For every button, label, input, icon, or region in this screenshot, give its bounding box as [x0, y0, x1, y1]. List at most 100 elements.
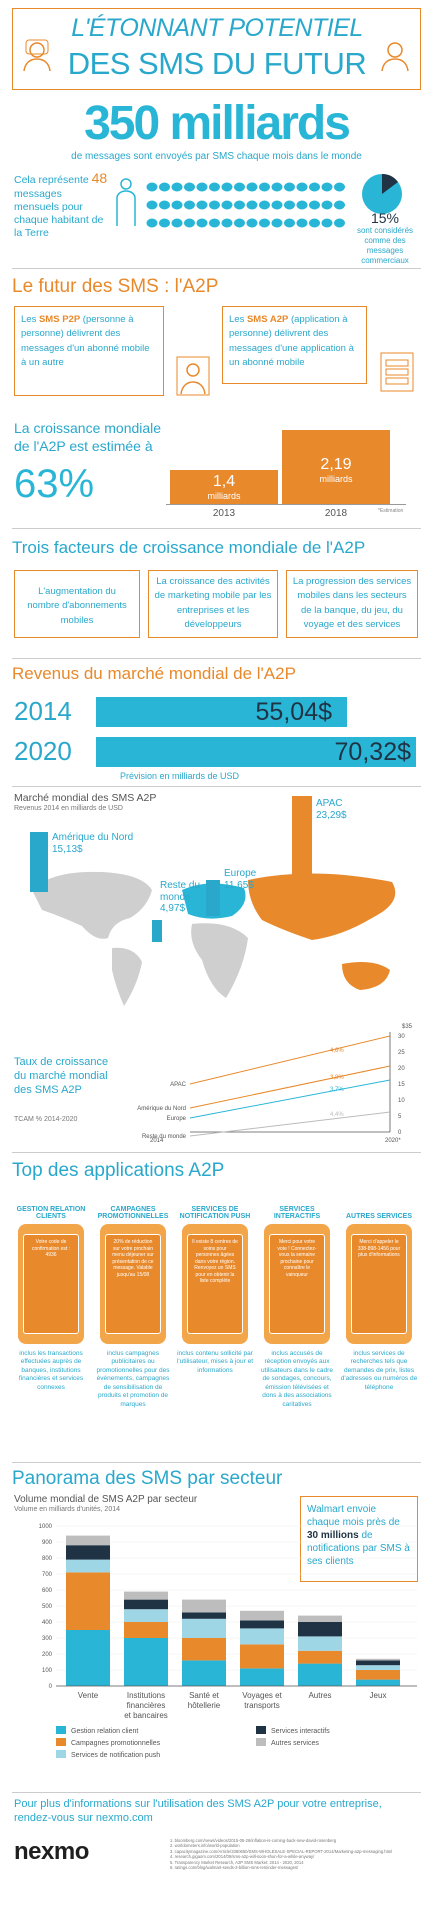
sector-category-label: Santé et hôtellerie [188, 1691, 221, 1710]
tcam-line-pct: 3,7% [330, 1087, 344, 1093]
tcam-line [189, 1065, 391, 1109]
per-person-text: Cela représente 48 messages mensuels pou… [14, 170, 108, 239]
divider [12, 1152, 421, 1153]
map-bar-europe [206, 880, 220, 916]
app-column: SERVICES INTERACTIFS Merci pour votre vo… [258, 1186, 336, 1456]
message-bubble-icon [271, 218, 283, 228]
sector-category-label: Jeux [370, 1691, 387, 1700]
map-bar-north-america [30, 832, 48, 892]
message-bubble-icon [309, 182, 320, 192]
message-bubble-icon [296, 182, 308, 192]
sector-bar-segment [182, 1660, 226, 1686]
map-label-europe: Europe 11,65$ [224, 868, 257, 891]
section-title-revenue: Revenus du marché mondial de l'A2P [12, 664, 296, 683]
tcam-ytick: 5 [398, 1114, 402, 1120]
a2p-box: Les SMS A2P (application à personne) dél… [222, 306, 367, 384]
sector-bar-segment [240, 1620, 284, 1629]
sector-bar-segment [356, 1665, 400, 1670]
avatar-icon-left [20, 38, 54, 72]
sector-ytick: 900 [42, 1540, 53, 1546]
person-icon [114, 178, 138, 228]
sector-bar-segment [66, 1572, 110, 1630]
sector-bar-segment [298, 1650, 342, 1664]
message-bubble-icon [321, 200, 333, 210]
app-column: CAMPAGNES PROMOTIONNELLES 20% de réducti… [94, 1186, 172, 1456]
sector-bar-segment [298, 1636, 342, 1651]
avatar-icon-right [378, 38, 412, 72]
growth-bar-1-year: 2013 [212, 508, 236, 519]
app-desc: inclus contenu sollicité par l'utilisate… [176, 1350, 254, 1374]
growth-note: *Estimation [378, 508, 404, 514]
tcam-line [189, 1035, 391, 1085]
message-bubble-icon [184, 182, 195, 192]
phone-screen: Merci pour votre vote ! Connectez-vous l… [269, 1234, 325, 1334]
footer-ref: 5. Transparency Market Research, A2P SMS… [170, 1859, 304, 1865]
growth-bar-1-value: 1,4 [212, 473, 236, 490]
message-bubble-icon [271, 182, 283, 192]
message-bubble-icon [159, 200, 170, 210]
map-south-america [112, 947, 142, 1006]
tcam-line-label: Reste du monde [142, 1134, 187, 1140]
phone-icon: Merci pour votre vote ! Connectez-vous l… [264, 1224, 330, 1344]
tcam-line [189, 1079, 391, 1119]
message-bubble-icon [321, 218, 333, 228]
message-bubble-icon [159, 218, 170, 228]
app-column: GESTION RELATION CLIENTS Votre code de c… [12, 1186, 90, 1456]
divider [12, 1792, 421, 1793]
sector-ytick: 100 [42, 1668, 53, 1674]
server-icon [380, 352, 414, 392]
legend-swatch [56, 1726, 66, 1734]
revenue-note: Prévision en milliards de USD [120, 771, 240, 781]
phone-message: Votre code de confirmation est : 4936 [31, 1239, 71, 1258]
revenue-value-2020: 70,32$ [334, 738, 411, 766]
sector-bar-segment [356, 1658, 400, 1661]
message-bubble-icon [234, 218, 245, 228]
sector-ytick: 800 [42, 1556, 53, 1562]
phone-message: Il existe 8 centres de soins pour person… [192, 1239, 238, 1284]
tcam-line-label: APAC [170, 1082, 187, 1088]
message-bubble-icon [334, 182, 345, 192]
revenue-bar-2020 [96, 737, 416, 767]
map-title: Marché mondial des SMS A2P [14, 792, 157, 804]
divider [12, 786, 421, 787]
map-bar-rest-of-world [152, 920, 162, 942]
sector-bar-segment [124, 1622, 168, 1638]
app-desc: inclus services de recherches tels que d… [340, 1350, 418, 1391]
map-asia [248, 873, 396, 940]
phone-message: Merci d'appeler le 338-898-1456 pour plu… [357, 1239, 401, 1258]
growth-bar-2: 2,19 milliards [282, 430, 390, 504]
phone-icon: Merci d'appeler le 338-898-1456 pour plu… [346, 1224, 412, 1344]
app-head: GESTION RELATION CLIENTS [16, 1206, 86, 1220]
message-bubble-icon [259, 218, 270, 228]
sector-bar-segment [182, 1638, 226, 1661]
message-bubbles-grid [145, 178, 350, 234]
message-bubble-icon [171, 182, 183, 192]
map-north-america [32, 871, 152, 939]
section-title-sector: Panorama des SMS par secteur [12, 1468, 283, 1489]
growth-pct: 63% [14, 462, 95, 506]
growth-bar-2-unit: milliards [319, 474, 353, 484]
section-title-factors: Trois facteurs de croissance mondiale de… [12, 538, 366, 557]
tcam-ytick: 10 [398, 1098, 405, 1104]
message-bubble-icon [146, 200, 158, 210]
tcam-ytick: 30 [398, 1034, 405, 1040]
sector-ytick: 0 [49, 1684, 53, 1690]
message-bubble-icon [196, 200, 208, 210]
message-bubble-icon [284, 218, 295, 228]
legend-label: Services interactifs [271, 1728, 330, 1735]
divider [12, 658, 421, 659]
pct-text: sont considérés comme des messages comme… [356, 226, 414, 265]
phone-screen: Votre code de confirmation est : 4936 [23, 1234, 79, 1334]
footer-ref: 2. worldometers.info/world-population [170, 1843, 240, 1849]
tcam-line-label: Europe [167, 1116, 187, 1122]
nexmo-logo: nexmo [14, 1838, 89, 1865]
revenue-bar-2014 [96, 697, 347, 727]
message-bubble-icon [221, 218, 233, 228]
sector-ytick: 400 [42, 1620, 53, 1626]
growth-bar-1: 1,4 milliards [170, 470, 278, 504]
factor-box-3: La progression des services mobiles dans… [286, 570, 418, 638]
divider [12, 1462, 421, 1463]
message-bubble-icon [171, 218, 183, 228]
world-map [12, 860, 422, 1010]
tcam-label: Taux de croissance du marché mondial des… [14, 1056, 109, 1096]
